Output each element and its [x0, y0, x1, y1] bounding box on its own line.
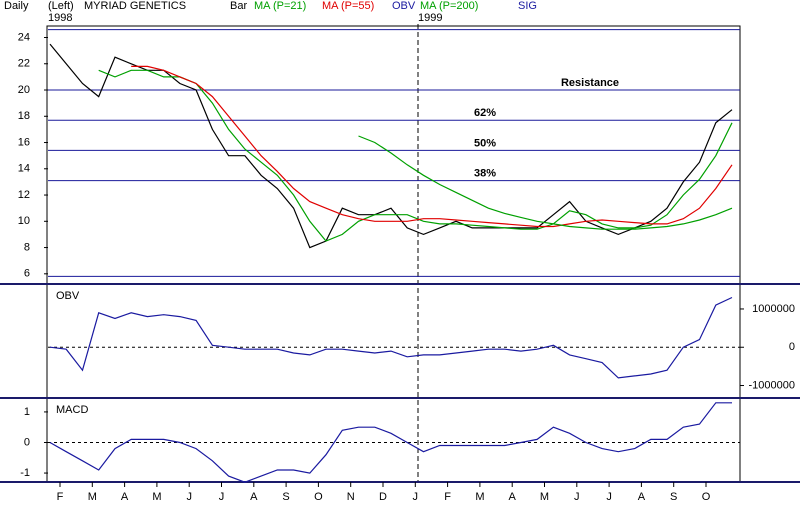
- y-tick-label: 10: [18, 215, 30, 227]
- y-tick-label: 12: [18, 189, 30, 201]
- x-tick-label: M: [152, 491, 161, 503]
- legend-entry: Bar: [230, 0, 247, 12]
- y-tick-label: 22: [18, 58, 30, 70]
- level-label: 38%: [474, 168, 496, 180]
- x-tick-label: M: [540, 491, 549, 503]
- y-tick-label: 1: [24, 406, 30, 418]
- y-tick-label: 16: [18, 136, 30, 148]
- side: (Left): [48, 0, 74, 12]
- x-tick-label: N: [347, 491, 355, 503]
- x-tick-label: J: [219, 491, 225, 503]
- period: Daily: [4, 0, 29, 12]
- x-tick-label: S: [670, 491, 677, 503]
- y-tick-label: 24: [18, 31, 30, 43]
- series-line: [358, 135, 733, 230]
- y-tick-label: 8: [24, 241, 30, 253]
- legend-entry: MA (P=200): [420, 0, 478, 12]
- legend-entry: MA (P=21): [254, 0, 306, 12]
- x-tick-label: O: [314, 491, 323, 503]
- series-line: [49, 402, 732, 483]
- y-tick-label: -1000000: [749, 379, 796, 391]
- next-year: 1999: [418, 12, 442, 24]
- x-tick-label: D: [379, 491, 387, 503]
- x-tick-label: S: [282, 491, 289, 503]
- y-tick-label: 6: [24, 268, 30, 280]
- sig-legend: SIG: [518, 0, 537, 12]
- x-tick-label: J: [186, 491, 192, 503]
- x-tick-label: A: [121, 491, 129, 503]
- y-tick-label: 0: [24, 436, 30, 448]
- y-tick-label: 20: [18, 84, 30, 96]
- x-tick-label: A: [638, 491, 646, 503]
- x-tick-label: A: [250, 491, 258, 503]
- series-line: [131, 65, 733, 228]
- symbol: MYRIAD GENETICS: [84, 0, 186, 12]
- x-tick-label: J: [574, 491, 580, 503]
- panel-title: MACD: [56, 404, 88, 416]
- x-tick-label: F: [444, 491, 451, 503]
- x-tick-label: A: [509, 491, 517, 503]
- x-tick-label: F: [57, 491, 64, 503]
- x-tick-label: M: [88, 491, 97, 503]
- year: 1998: [48, 12, 72, 24]
- level-label: 50%: [474, 137, 496, 149]
- x-tick-label: J: [606, 491, 612, 503]
- series-line: [98, 69, 733, 242]
- y-tick-label: 14: [18, 163, 30, 175]
- y-tick-label: 18: [18, 110, 30, 122]
- panel-title: OBV: [56, 290, 80, 302]
- y-tick-label: 1000000: [752, 303, 795, 315]
- legend-entry: OBV: [392, 0, 416, 12]
- level-label: Resistance: [561, 77, 619, 89]
- series-line: [49, 296, 733, 379]
- x-tick-label: J: [413, 491, 419, 503]
- y-tick-label: -1: [20, 467, 30, 479]
- legend-entry: MA (P=55): [322, 0, 374, 12]
- x-tick-label: O: [702, 491, 711, 503]
- y-tick-label: 0: [789, 341, 795, 353]
- level-label: 62%: [474, 107, 496, 119]
- x-tick-label: M: [475, 491, 484, 503]
